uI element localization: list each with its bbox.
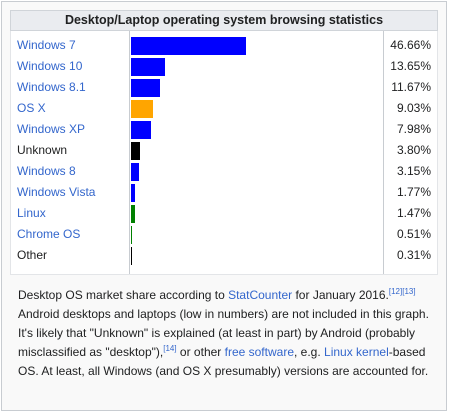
bar-area-right-divider <box>383 31 384 274</box>
bar-os-x <box>131 100 154 118</box>
value-label-chrome-os: 0.51% <box>396 227 431 241</box>
value-label-windows-8-1: 11.67% <box>391 80 431 94</box>
category-label-windows-8[interactable]: Windows 8 <box>17 164 76 178</box>
chart-row-windows-10: Windows 10 13.65% <box>11 56 439 77</box>
caption-text: Desktop OS market share according to <box>18 288 229 302</box>
linux-kernel-link[interactable]: Linux kernel <box>324 345 389 359</box>
free-software-link[interactable]: free software <box>224 345 294 359</box>
chart-row-other: Other 0.31% <box>11 245 439 266</box>
category-label-unknown: Unknown <box>17 143 68 157</box>
bar-windows-vista <box>131 184 136 202</box>
chart-row-os-x: OS X 9.03% <box>11 98 439 119</box>
bar-windows-10 <box>131 58 165 76</box>
value-label-os-x: 9.03% <box>396 101 431 115</box>
category-label-windows-vista[interactable]: Windows Vista <box>17 185 96 199</box>
caption-text: Android desktops and laptops (low in num… <box>18 307 429 359</box>
bar-chrome-os <box>131 226 133 244</box>
category-label-windows-7[interactable]: Windows 7 <box>17 38 76 52</box>
category-label-other: Other <box>17 248 48 262</box>
bar-chart-table: Windows 7 46.66% Windows 10 13.65% Windows 8… <box>10 31 438 275</box>
chart-title: Desktop/Laptop operating system browsing… <box>10 10 438 31</box>
reference-12-link[interactable]: [12] <box>388 287 403 296</box>
chart-row-windows-7: Windows 7 46.66% <box>11 35 439 56</box>
bar-unknown <box>131 142 141 160</box>
category-label-windows-10[interactable]: Windows 10 <box>17 59 83 73</box>
caption-text: -based OS. At least, all Windows (and OS… <box>18 345 429 378</box>
value-label-other: 0.31% <box>396 248 431 262</box>
chart-row-chrome-os: Chrome OS 0.51% <box>11 224 439 245</box>
chart-row-linux: Linux 1.47% <box>11 203 439 224</box>
bar-windows-xp <box>131 121 151 139</box>
bar-windows-8 <box>131 163 139 181</box>
value-label-windows-xp: 7.98% <box>396 122 431 136</box>
category-label-chrome-os[interactable]: Chrome OS <box>17 227 81 241</box>
value-label-windows-8: 3.15% <box>396 164 431 178</box>
category-label-os-x[interactable]: OS X <box>17 101 46 115</box>
chart-row-windows-xp: Windows XP 7.98% <box>11 119 439 140</box>
bar-windows-7 <box>131 37 246 55</box>
caption-text: , e.g. <box>294 345 325 359</box>
reference-13-link[interactable]: [13] <box>402 287 416 296</box>
chart-row-unknown: Unknown 3.80% <box>11 140 439 161</box>
bar-other <box>131 247 132 265</box>
chart-row-windows-vista: Windows Vista 1.77% <box>11 182 439 203</box>
value-label-unknown: 3.80% <box>396 143 431 157</box>
value-label-windows-vista: 1.77% <box>396 185 431 199</box>
value-label-windows-7: 46.66% <box>390 38 431 52</box>
caption-text: or other <box>176 345 225 359</box>
caption-text: for January 2016. <box>292 288 389 302</box>
chart-row-windows-8: Windows 8 3.15% <box>11 161 439 182</box>
bar-windows-8-1 <box>131 79 160 97</box>
category-label-windows-8-1[interactable]: Windows 8.1 <box>17 80 86 94</box>
category-label-windows-xp[interactable]: Windows XP <box>17 122 86 136</box>
value-label-linux: 1.47% <box>396 206 431 220</box>
reference-14-link[interactable]: [14] <box>163 344 177 353</box>
bar-area-left-divider <box>129 31 130 274</box>
bar-linux <box>131 205 135 223</box>
value-label-windows-10: 13.65% <box>390 59 431 73</box>
chart-caption: Desktop OS market share according to Sta… <box>18 286 438 381</box>
statcounter-link[interactable]: StatCounter <box>228 288 293 302</box>
category-label-linux[interactable]: Linux <box>17 206 46 220</box>
chart-row-windows-8-1: Windows 8.1 11.67% <box>11 77 439 98</box>
